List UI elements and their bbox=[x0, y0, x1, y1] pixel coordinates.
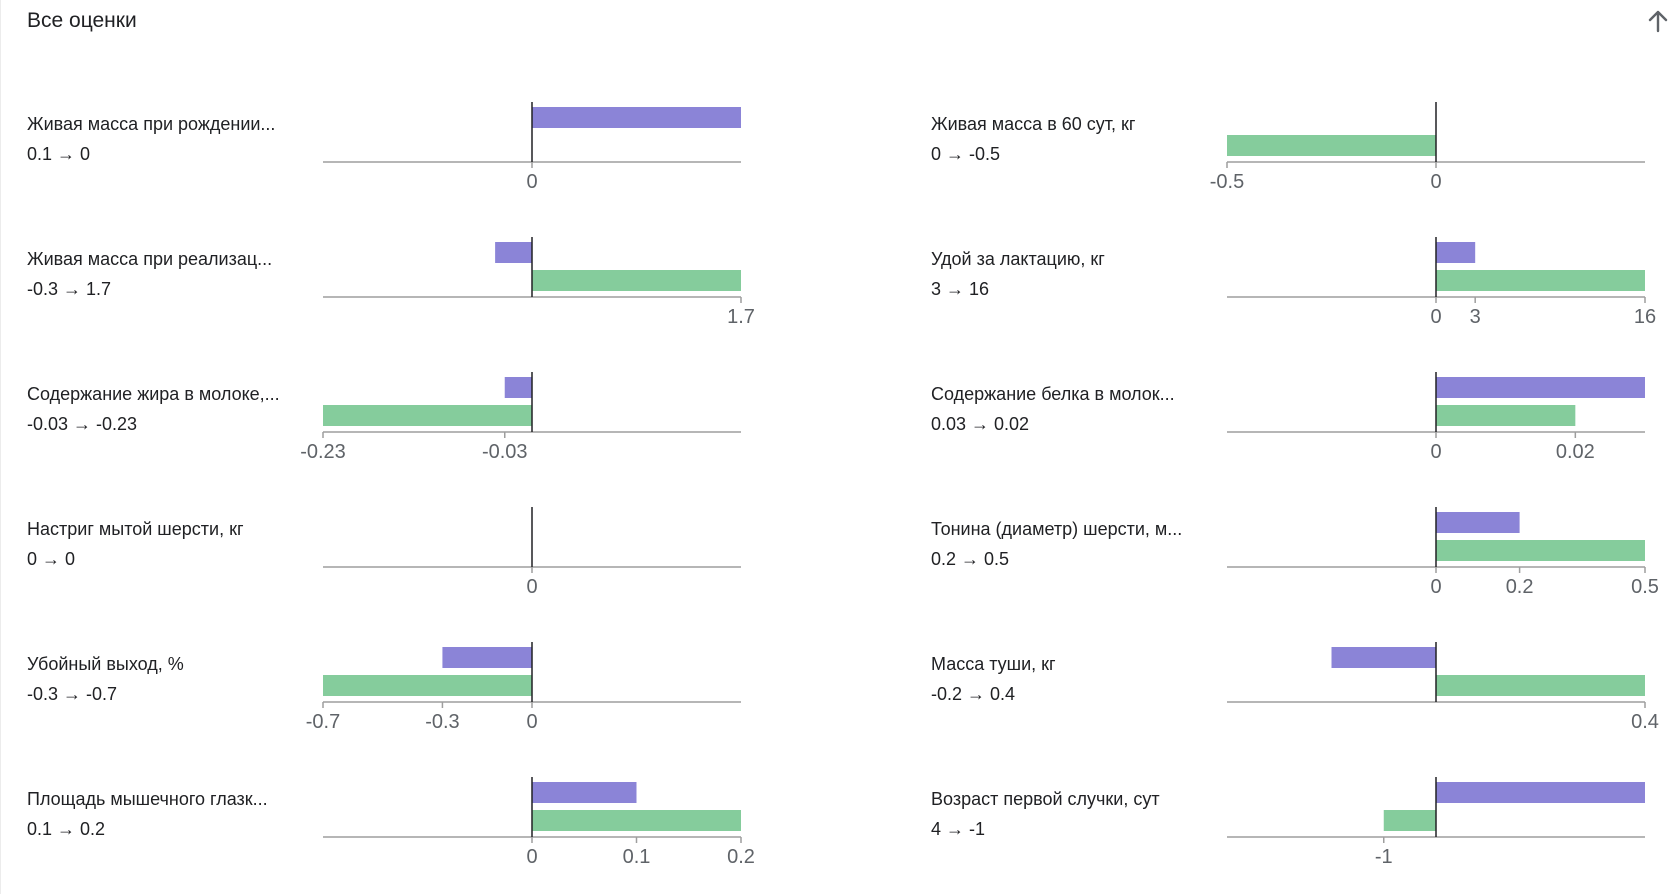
score-bar-chart: 0 0.02 bbox=[1227, 372, 1645, 463]
score-bar-chart: 0 0.2 0.5 bbox=[1227, 507, 1659, 598]
score-delta: 0 → 0 bbox=[27, 549, 76, 569]
score-label: Площадь мышечного глазк... bbox=[27, 789, 268, 809]
tick-label: 16 bbox=[1634, 306, 1656, 328]
score-bar-chart: -1 bbox=[1227, 777, 1645, 868]
bar-after bbox=[1436, 675, 1645, 696]
score-label: Живая масса при рождении... bbox=[27, 114, 276, 134]
bar-after bbox=[323, 405, 532, 426]
tick-label: -0.3 bbox=[425, 711, 459, 733]
bar-before bbox=[1436, 242, 1476, 263]
score-delta: 3 → 16 bbox=[931, 279, 990, 299]
bar-before bbox=[495, 242, 532, 263]
tick-label: 0 bbox=[1430, 171, 1441, 193]
bar-before bbox=[1331, 647, 1436, 668]
score-label: Удой за лактацию, кг bbox=[931, 249, 1105, 269]
tick-label: 0 bbox=[1430, 576, 1441, 598]
score-delta: 0.1 → 0 bbox=[27, 144, 91, 164]
score-label: Тонина (диаметр) шерсти, м... bbox=[931, 519, 1183, 539]
bar-before bbox=[532, 107, 741, 128]
score-bar-chart: 0 bbox=[323, 507, 741, 598]
bar-after bbox=[532, 810, 741, 831]
bar-before bbox=[442, 647, 532, 668]
bar-before bbox=[504, 377, 532, 398]
score-delta: -0.2 → 0.4 bbox=[931, 684, 1016, 704]
bar-after bbox=[532, 270, 741, 291]
tick-label: 0 bbox=[526, 711, 537, 733]
score-label: Содержание жира в молоке,... bbox=[27, 384, 280, 404]
bar-before bbox=[1436, 377, 1645, 398]
tick-label: 0.4 bbox=[1631, 711, 1659, 733]
bar-after bbox=[1436, 405, 1576, 426]
score-bar-chart: 0.4 bbox=[1227, 642, 1659, 733]
bar-after bbox=[1436, 270, 1645, 291]
score-bar-chart: -0.7 -0.3 0 bbox=[306, 642, 741, 733]
score-delta: 0.1 → 0.2 bbox=[27, 819, 106, 839]
bar-after bbox=[1436, 540, 1645, 561]
score-label: Масса туши, кг bbox=[931, 654, 1056, 674]
tick-label: -1 bbox=[1375, 846, 1393, 868]
score-delta: 4 → -1 bbox=[931, 819, 986, 839]
tick-label: -0.5 bbox=[1210, 171, 1244, 193]
tick-label: 0.1 bbox=[623, 846, 651, 868]
bar-before bbox=[532, 782, 637, 803]
tick-label: 1.7 bbox=[727, 306, 755, 328]
score-label: Убойный выход, % bbox=[27, 654, 184, 674]
score-label: Содержание белка в молок... bbox=[931, 384, 1175, 404]
score-label: Возраст первой случки, сут bbox=[931, 789, 1160, 809]
bar-before bbox=[1436, 782, 1645, 803]
tick-label: -0.23 bbox=[300, 441, 346, 463]
score-bar-chart: 0 0.1 0.2 bbox=[323, 777, 755, 868]
score-delta: -0.3 → 1.7 bbox=[27, 279, 112, 299]
score-delta: -0.3 → -0.7 bbox=[27, 684, 118, 704]
card-title: Все оценки bbox=[27, 9, 137, 32]
tick-label: 0.5 bbox=[1631, 576, 1659, 598]
bar-before bbox=[1436, 512, 1520, 533]
bar-after bbox=[1227, 135, 1436, 156]
score-label: Живая масса при реализац... bbox=[27, 249, 273, 269]
tick-label: 0.02 bbox=[1556, 441, 1595, 463]
bar-after bbox=[1383, 810, 1436, 831]
tick-label: 0 bbox=[526, 846, 537, 868]
tick-label: 0 bbox=[526, 171, 537, 193]
score-delta: -0.03 → -0.23 bbox=[27, 414, 138, 434]
arrow-up-icon bbox=[1648, 10, 1668, 33]
tick-label: -0.7 bbox=[306, 711, 340, 733]
score-bar-chart: -0.5 0 bbox=[1210, 102, 1645, 193]
score-bar-chart: -0.23 -0.03 bbox=[300, 372, 741, 463]
score-bar-chart: 0 bbox=[323, 102, 741, 193]
score-delta: 0.03 → 0.02 bbox=[931, 414, 1030, 434]
score-label: Живая масса в 60 сут, кг bbox=[931, 114, 1136, 134]
score-delta: 0.2 → 0.5 bbox=[931, 549, 1010, 569]
tick-label: 3 bbox=[1470, 306, 1481, 328]
score-label: Настриг мытой шерсти, кг bbox=[27, 519, 244, 539]
score-bar-chart: 0 3 16 bbox=[1227, 237, 1656, 328]
tick-label: 0 bbox=[1430, 441, 1441, 463]
bar-after bbox=[323, 675, 532, 696]
score-bar-chart: 1.7 bbox=[323, 237, 755, 328]
tick-label: 0.2 bbox=[1506, 576, 1534, 598]
tick-label: -0.03 bbox=[482, 441, 528, 463]
score-delta: 0 → -0.5 bbox=[931, 144, 1001, 164]
tick-label: 0 bbox=[1430, 306, 1441, 328]
collapse-button[interactable] bbox=[1641, 4, 1675, 38]
tick-label: 0.2 bbox=[727, 846, 755, 868]
tick-label: 0 bbox=[526, 576, 537, 598]
